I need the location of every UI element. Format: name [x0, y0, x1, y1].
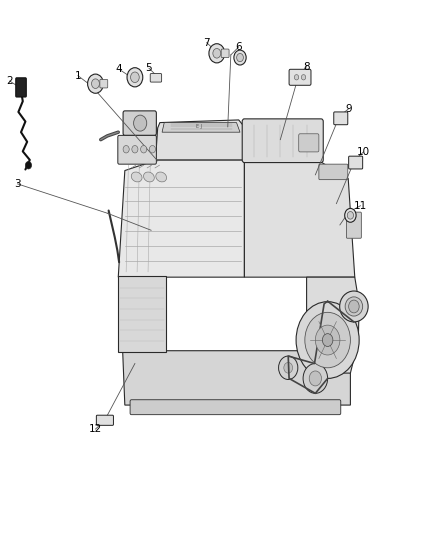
- Circle shape: [349, 300, 359, 313]
- Ellipse shape: [131, 172, 142, 182]
- FancyBboxPatch shape: [349, 156, 363, 169]
- FancyBboxPatch shape: [118, 135, 156, 164]
- Circle shape: [123, 146, 129, 153]
- Circle shape: [127, 68, 143, 87]
- FancyBboxPatch shape: [96, 415, 113, 425]
- Circle shape: [237, 53, 244, 62]
- Text: 5: 5: [145, 63, 152, 73]
- FancyBboxPatch shape: [221, 49, 229, 58]
- Text: 8: 8: [303, 62, 310, 71]
- Text: 11: 11: [354, 201, 367, 211]
- Text: 9: 9: [345, 104, 352, 114]
- FancyBboxPatch shape: [242, 119, 323, 163]
- Text: 3: 3: [14, 179, 21, 189]
- FancyBboxPatch shape: [130, 400, 341, 415]
- Circle shape: [141, 146, 147, 153]
- Circle shape: [25, 161, 32, 169]
- Circle shape: [296, 302, 359, 378]
- Circle shape: [301, 75, 306, 80]
- Circle shape: [284, 362, 293, 373]
- Circle shape: [303, 364, 328, 393]
- Circle shape: [134, 115, 147, 131]
- FancyBboxPatch shape: [334, 112, 348, 125]
- Polygon shape: [118, 276, 166, 352]
- Text: E J: E J: [196, 124, 202, 130]
- FancyBboxPatch shape: [346, 212, 361, 238]
- FancyBboxPatch shape: [299, 134, 319, 152]
- Circle shape: [322, 334, 333, 346]
- FancyBboxPatch shape: [319, 164, 348, 180]
- Circle shape: [131, 72, 139, 83]
- Ellipse shape: [156, 172, 166, 182]
- Text: 12: 12: [89, 424, 102, 434]
- Circle shape: [88, 74, 103, 93]
- Polygon shape: [244, 160, 355, 277]
- Circle shape: [345, 208, 356, 222]
- Circle shape: [305, 312, 350, 368]
- Circle shape: [234, 50, 246, 65]
- Text: 10: 10: [357, 147, 370, 157]
- Circle shape: [132, 146, 138, 153]
- Circle shape: [279, 356, 298, 379]
- FancyBboxPatch shape: [289, 69, 311, 85]
- Polygon shape: [307, 277, 359, 373]
- Text: 7: 7: [203, 38, 210, 47]
- Polygon shape: [123, 351, 350, 405]
- Text: 4: 4: [116, 64, 123, 74]
- Circle shape: [92, 79, 99, 88]
- FancyBboxPatch shape: [16, 78, 26, 97]
- FancyBboxPatch shape: [100, 79, 108, 88]
- Text: 1: 1: [74, 71, 81, 80]
- Ellipse shape: [340, 291, 368, 322]
- Circle shape: [149, 146, 155, 153]
- Text: 6: 6: [235, 42, 242, 52]
- FancyBboxPatch shape: [150, 74, 162, 82]
- Ellipse shape: [144, 172, 154, 182]
- Polygon shape: [162, 123, 240, 132]
- Circle shape: [294, 75, 299, 80]
- Circle shape: [309, 371, 321, 386]
- FancyBboxPatch shape: [123, 111, 156, 135]
- Circle shape: [209, 44, 225, 63]
- Circle shape: [347, 212, 353, 219]
- Text: 2: 2: [6, 76, 13, 86]
- Polygon shape: [118, 160, 244, 277]
- Circle shape: [315, 325, 340, 355]
- Polygon shape: [155, 120, 244, 160]
- Circle shape: [213, 49, 221, 58]
- Ellipse shape: [345, 297, 363, 316]
